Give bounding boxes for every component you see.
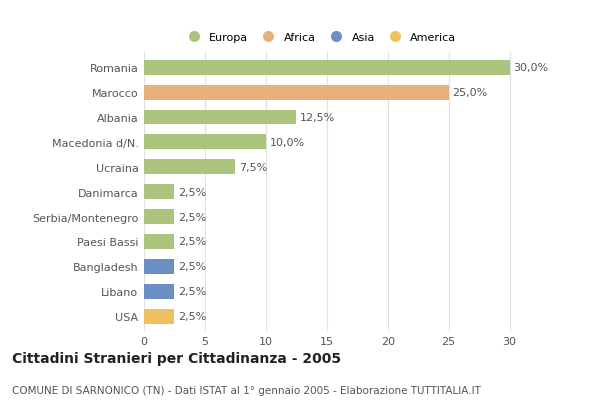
Text: 2,5%: 2,5% <box>178 212 206 222</box>
Bar <box>144 61 509 76</box>
Text: 10,0%: 10,0% <box>269 137 305 148</box>
Text: Cittadini Stranieri per Cittadinanza - 2005: Cittadini Stranieri per Cittadinanza - 2… <box>12 351 341 365</box>
Text: 2,5%: 2,5% <box>178 287 206 297</box>
Bar <box>144 284 175 299</box>
Bar <box>144 309 175 324</box>
Bar <box>144 85 449 100</box>
Bar <box>144 185 175 200</box>
Bar <box>144 160 235 175</box>
Text: 7,5%: 7,5% <box>239 162 268 172</box>
Text: 12,5%: 12,5% <box>300 113 335 123</box>
Legend: Europa, Africa, Asia, America: Europa, Africa, Asia, America <box>178 28 461 47</box>
Text: 2,5%: 2,5% <box>178 187 206 197</box>
Text: 2,5%: 2,5% <box>178 237 206 247</box>
Bar <box>144 259 175 274</box>
Bar <box>144 110 296 125</box>
Bar <box>144 135 266 150</box>
Text: COMUNE DI SARNONICO (TN) - Dati ISTAT al 1° gennaio 2005 - Elaborazione TUTTITAL: COMUNE DI SARNONICO (TN) - Dati ISTAT al… <box>12 384 481 395</box>
Text: 2,5%: 2,5% <box>178 311 206 321</box>
Text: 2,5%: 2,5% <box>178 262 206 272</box>
Bar <box>144 209 175 225</box>
Text: 25,0%: 25,0% <box>452 88 488 98</box>
Bar <box>144 234 175 249</box>
Text: 30,0%: 30,0% <box>513 63 548 73</box>
